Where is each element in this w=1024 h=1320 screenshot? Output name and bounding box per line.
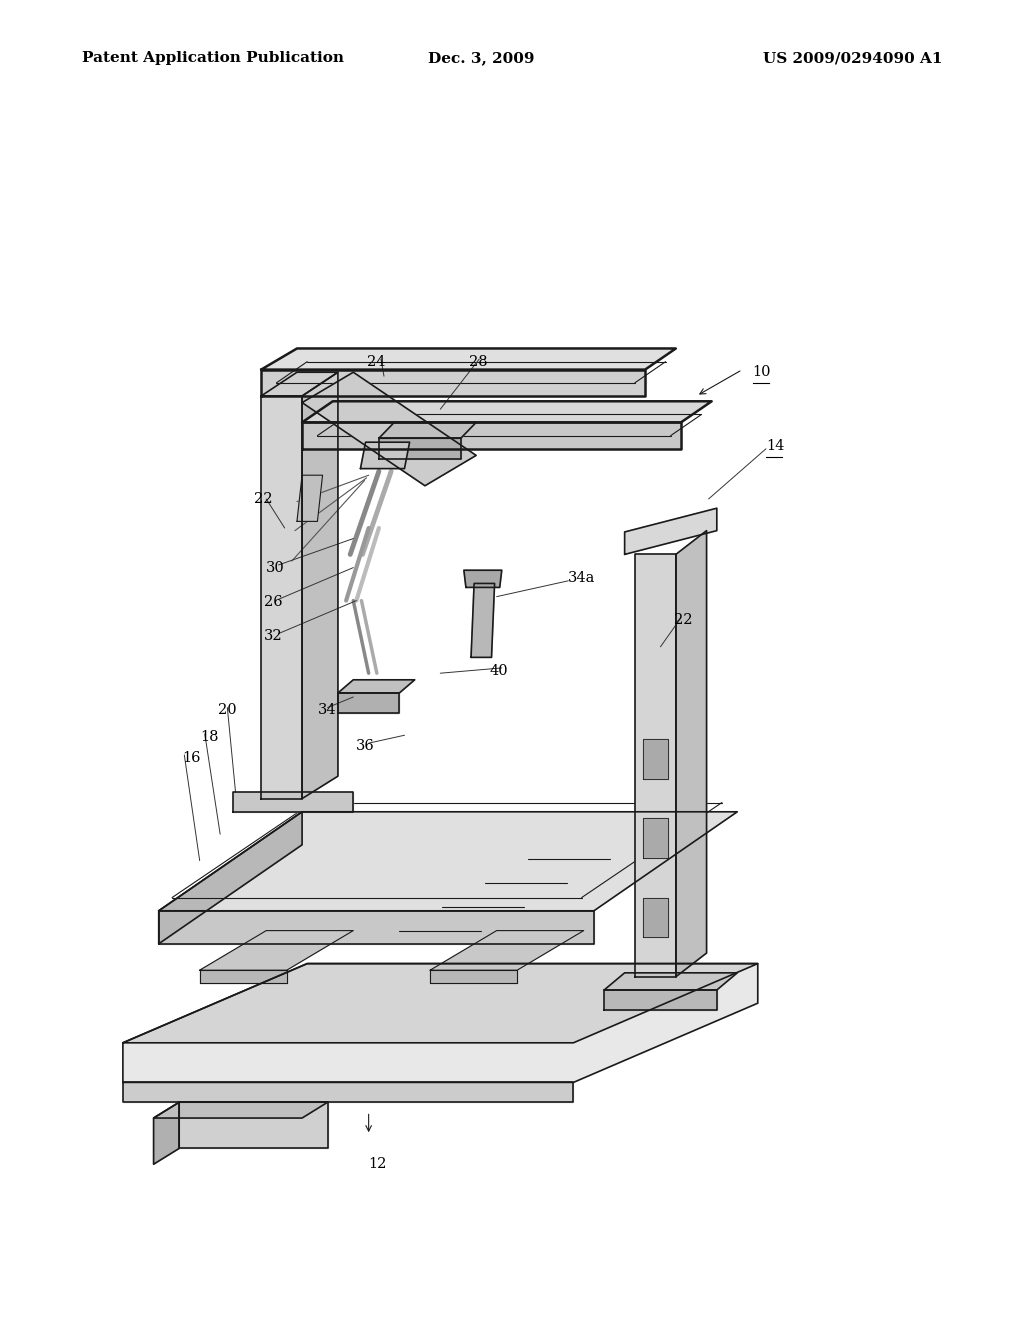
Polygon shape: [200, 970, 287, 983]
Polygon shape: [430, 931, 584, 970]
Polygon shape: [233, 792, 353, 812]
Polygon shape: [159, 812, 737, 911]
Text: 40: 40: [489, 664, 508, 677]
Polygon shape: [159, 911, 594, 944]
Polygon shape: [464, 570, 502, 587]
Polygon shape: [261, 396, 302, 799]
Polygon shape: [379, 438, 461, 459]
Text: 18: 18: [201, 730, 219, 743]
Text: 34: 34: [317, 704, 336, 717]
Polygon shape: [604, 973, 737, 990]
Polygon shape: [179, 1102, 328, 1148]
Polygon shape: [604, 990, 717, 1010]
Polygon shape: [338, 680, 415, 693]
Text: 12: 12: [369, 1158, 387, 1171]
Polygon shape: [471, 583, 495, 657]
Polygon shape: [430, 970, 517, 983]
Text: 36: 36: [356, 739, 375, 752]
Polygon shape: [123, 964, 758, 1043]
Polygon shape: [625, 508, 717, 554]
Polygon shape: [643, 818, 668, 858]
Polygon shape: [302, 401, 712, 422]
Polygon shape: [200, 931, 353, 970]
Text: 26: 26: [264, 595, 283, 609]
Text: 16: 16: [182, 751, 201, 764]
Text: 14: 14: [766, 440, 784, 453]
Polygon shape: [261, 348, 676, 370]
Polygon shape: [302, 422, 681, 449]
Text: 22: 22: [674, 614, 692, 627]
Text: 30: 30: [266, 561, 285, 574]
Polygon shape: [676, 531, 707, 977]
Polygon shape: [261, 370, 645, 396]
Polygon shape: [154, 1102, 179, 1164]
Polygon shape: [379, 422, 476, 438]
Text: 34a: 34a: [568, 572, 596, 585]
Polygon shape: [302, 372, 476, 486]
Text: Patent Application Publication: Patent Application Publication: [82, 51, 344, 65]
Polygon shape: [297, 475, 323, 521]
Polygon shape: [154, 1102, 328, 1118]
Polygon shape: [123, 964, 758, 1082]
Polygon shape: [338, 693, 399, 713]
Text: 32: 32: [264, 630, 283, 643]
Polygon shape: [643, 739, 668, 779]
Polygon shape: [261, 372, 338, 396]
Polygon shape: [635, 554, 676, 977]
Text: US 2009/0294090 A1: US 2009/0294090 A1: [763, 51, 942, 65]
Polygon shape: [159, 812, 302, 944]
Text: 22: 22: [254, 492, 272, 506]
Polygon shape: [643, 898, 668, 937]
Polygon shape: [123, 1082, 573, 1102]
Text: 10: 10: [753, 366, 771, 379]
Text: 28: 28: [469, 355, 487, 368]
Polygon shape: [360, 442, 410, 469]
Text: 24: 24: [367, 355, 385, 368]
Text: 20: 20: [218, 704, 237, 717]
Text: Dec. 3, 2009: Dec. 3, 2009: [428, 51, 535, 65]
Polygon shape: [302, 372, 338, 799]
